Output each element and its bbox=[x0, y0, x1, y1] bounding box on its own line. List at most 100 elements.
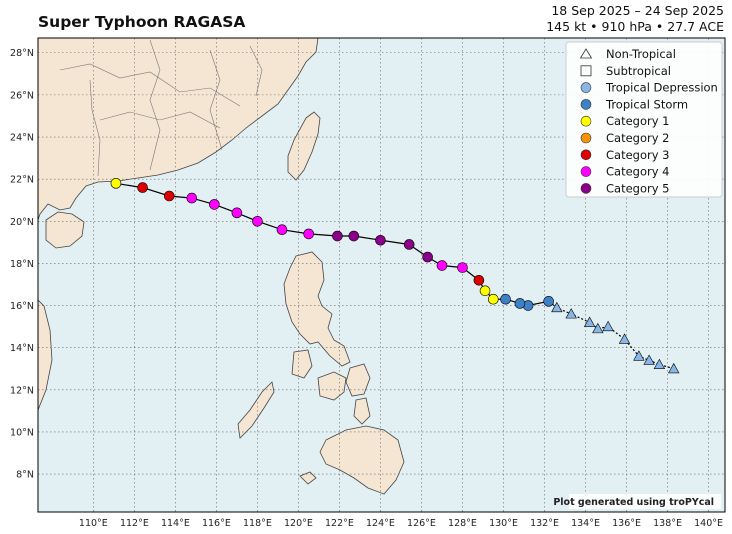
legend-box bbox=[565, 41, 723, 198]
lat-tick-label: 28°N bbox=[10, 48, 34, 59]
legend-label: Tropical Storm bbox=[605, 97, 688, 111]
mindoro-island bbox=[291, 349, 313, 379]
legend-label: Non-Tropical bbox=[606, 47, 676, 61]
track-point bbox=[479, 285, 491, 297]
track-point bbox=[137, 182, 148, 193]
palawan-island bbox=[237, 381, 275, 439]
track-point bbox=[602, 320, 614, 332]
storm-stats: 145 kt • 910 hPa • 27.7 ACE bbox=[546, 19, 724, 34]
indochina-coast bbox=[38, 299, 53, 411]
lon-tick-label: 140°E bbox=[694, 518, 723, 529]
lon-tick-label: 128°E bbox=[448, 518, 477, 529]
track-point bbox=[252, 215, 263, 227]
track-point bbox=[375, 234, 386, 246]
legend-label: Category 2 bbox=[606, 131, 670, 145]
track-point bbox=[551, 301, 563, 313]
longitude-axis: 110°E 112°E 114°E 116°E 118°E 120°E 122°E 124°E… bbox=[79, 518, 723, 529]
mindanao-island bbox=[319, 425, 405, 495]
track-point bbox=[403, 239, 415, 250]
legend-label: Category 1 bbox=[606, 114, 670, 128]
track-point bbox=[643, 354, 655, 365]
lon-tick-label: 118°E bbox=[243, 518, 272, 529]
track-point bbox=[583, 316, 596, 327]
lat-tick-label: 22°N bbox=[10, 175, 34, 186]
track-point bbox=[303, 228, 314, 240]
track-point bbox=[543, 296, 554, 307]
taiwan-island bbox=[287, 111, 321, 181]
lon-tick-label: 114°E bbox=[161, 518, 190, 529]
lon-tick-label: 112°E bbox=[120, 518, 149, 529]
legend-marker bbox=[580, 99, 592, 110]
track-point bbox=[514, 298, 526, 309]
track-markers bbox=[110, 178, 680, 374]
legend-marker bbox=[580, 183, 592, 194]
lat-tick-label: 12°N bbox=[10, 385, 34, 396]
mainland-china bbox=[38, 38, 319, 221]
lat-tick-label: 24°N bbox=[10, 133, 34, 144]
legend-label: Category 3 bbox=[606, 148, 670, 162]
track-point bbox=[592, 322, 604, 334]
date-range: 18 Sep 2025 – 24 Sep 2025 bbox=[551, 3, 724, 18]
legend-marker bbox=[580, 132, 592, 144]
legend-marker bbox=[580, 115, 592, 127]
samar-island bbox=[345, 363, 371, 397]
lon-tick-label: 134°E bbox=[571, 518, 600, 529]
track-point bbox=[473, 274, 485, 286]
track-point bbox=[332, 230, 343, 242]
track-point bbox=[487, 293, 499, 305]
track-point bbox=[163, 190, 175, 202]
legend-label: Tropical Depression bbox=[605, 81, 718, 95]
legend: Non-Tropical Subtropical Tropical Depressi… bbox=[565, 41, 723, 198]
legend-marker bbox=[580, 65, 592, 77]
lat-tick-label: 8°N bbox=[16, 470, 34, 481]
track-point bbox=[565, 308, 577, 319]
lon-tick-label: 126°E bbox=[407, 518, 436, 529]
track-point bbox=[422, 251, 433, 263]
lon-tick-label: 136°E bbox=[612, 518, 641, 529]
track-point bbox=[668, 362, 680, 374]
lat-tick-label: 16°N bbox=[10, 301, 34, 312]
legend-label: Subtropical bbox=[606, 64, 671, 78]
track-point bbox=[348, 230, 360, 242]
lon-tick-label: 130°E bbox=[489, 518, 518, 529]
track-point bbox=[500, 293, 511, 305]
sulu-islands bbox=[299, 471, 317, 485]
lon-tick-label: 122°E bbox=[325, 518, 354, 529]
credit-text: Plot generated using troPYcal bbox=[553, 497, 714, 508]
lon-tick-label: 116°E bbox=[202, 518, 231, 529]
track-point bbox=[618, 333, 631, 344]
storm-title: Super Typhoon RAGASA bbox=[38, 13, 246, 31]
legend-marker bbox=[579, 48, 593, 59]
lon-tick-label: 138°E bbox=[653, 518, 682, 529]
legend-label: Category 4 bbox=[606, 165, 670, 179]
track-point bbox=[276, 224, 288, 236]
visayas-islands bbox=[317, 371, 347, 401]
legend-marker bbox=[580, 149, 592, 161]
credit-box bbox=[569, 494, 721, 509]
legend-label: Category 5 bbox=[606, 181, 670, 195]
lat-tick-label: 10°N bbox=[10, 427, 34, 438]
legend-marker bbox=[580, 82, 592, 93]
lon-tick-label: 124°E bbox=[366, 518, 395, 529]
track-point bbox=[457, 262, 468, 273]
track-point bbox=[110, 178, 122, 189]
track-point bbox=[633, 350, 645, 361]
track-point bbox=[231, 207, 243, 219]
lon-tick-label: 110°E bbox=[79, 518, 108, 529]
luzon-island bbox=[283, 251, 351, 367]
track-point bbox=[436, 260, 448, 271]
latitude-axis: 8°N 10°N 12°N 14°N 16°N 18°N 20°N 22°N 24°N 26°N 2… bbox=[10, 48, 34, 480]
lat-tick-label: 18°N bbox=[10, 259, 34, 270]
lat-tick-label: 20°N bbox=[10, 217, 34, 228]
lat-tick-label: 26°N bbox=[10, 90, 34, 101]
lon-tick-label: 132°E bbox=[530, 518, 559, 529]
legend-marker bbox=[580, 166, 592, 177]
leyte-island bbox=[353, 397, 371, 425]
lon-tick-label: 120°E bbox=[284, 518, 313, 529]
track-point bbox=[186, 192, 198, 204]
map-frame bbox=[37, 37, 726, 513]
track-point bbox=[653, 358, 666, 369]
track-point bbox=[209, 199, 220, 210]
lat-tick-label: 14°N bbox=[10, 343, 34, 354]
